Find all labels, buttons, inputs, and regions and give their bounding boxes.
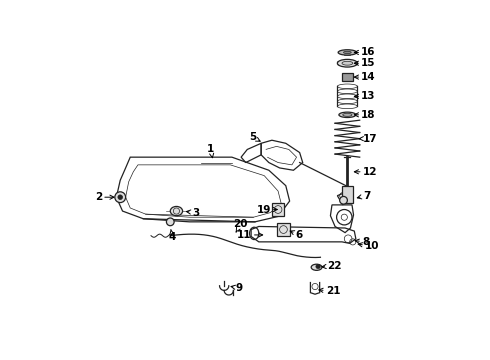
Ellipse shape bbox=[343, 113, 352, 116]
Text: 15: 15 bbox=[354, 58, 376, 68]
Text: 12: 12 bbox=[354, 167, 377, 177]
Ellipse shape bbox=[342, 61, 353, 65]
Text: 17: 17 bbox=[359, 134, 377, 144]
Circle shape bbox=[115, 192, 125, 203]
Bar bbox=[272, 203, 284, 216]
Text: 6: 6 bbox=[290, 230, 303, 240]
Ellipse shape bbox=[343, 51, 351, 54]
Bar bbox=[342, 73, 353, 81]
Circle shape bbox=[316, 264, 320, 269]
Text: 1: 1 bbox=[207, 144, 215, 158]
Text: 14: 14 bbox=[354, 72, 376, 82]
Text: 20: 20 bbox=[233, 219, 248, 232]
Text: 16: 16 bbox=[354, 48, 376, 58]
Circle shape bbox=[340, 197, 347, 204]
Ellipse shape bbox=[171, 206, 183, 216]
Circle shape bbox=[118, 195, 122, 199]
Text: 22: 22 bbox=[322, 261, 342, 271]
Text: 7: 7 bbox=[357, 191, 370, 201]
Text: 19: 19 bbox=[257, 204, 277, 215]
Ellipse shape bbox=[338, 50, 357, 55]
Text: 11: 11 bbox=[237, 230, 263, 240]
Ellipse shape bbox=[339, 112, 356, 117]
Text: 9: 9 bbox=[231, 283, 243, 293]
Text: 18: 18 bbox=[354, 110, 376, 120]
Bar bbox=[342, 186, 353, 203]
Text: 2: 2 bbox=[95, 192, 114, 202]
Ellipse shape bbox=[337, 59, 357, 67]
Text: 5: 5 bbox=[249, 132, 260, 142]
Text: 13: 13 bbox=[354, 91, 376, 101]
Text: 21: 21 bbox=[319, 286, 341, 296]
Text: 10: 10 bbox=[358, 242, 380, 252]
Circle shape bbox=[167, 218, 174, 226]
Text: 4: 4 bbox=[169, 229, 176, 242]
Bar bbox=[277, 222, 290, 237]
Text: 8: 8 bbox=[355, 237, 369, 247]
Ellipse shape bbox=[311, 264, 322, 270]
Text: 3: 3 bbox=[186, 208, 199, 217]
